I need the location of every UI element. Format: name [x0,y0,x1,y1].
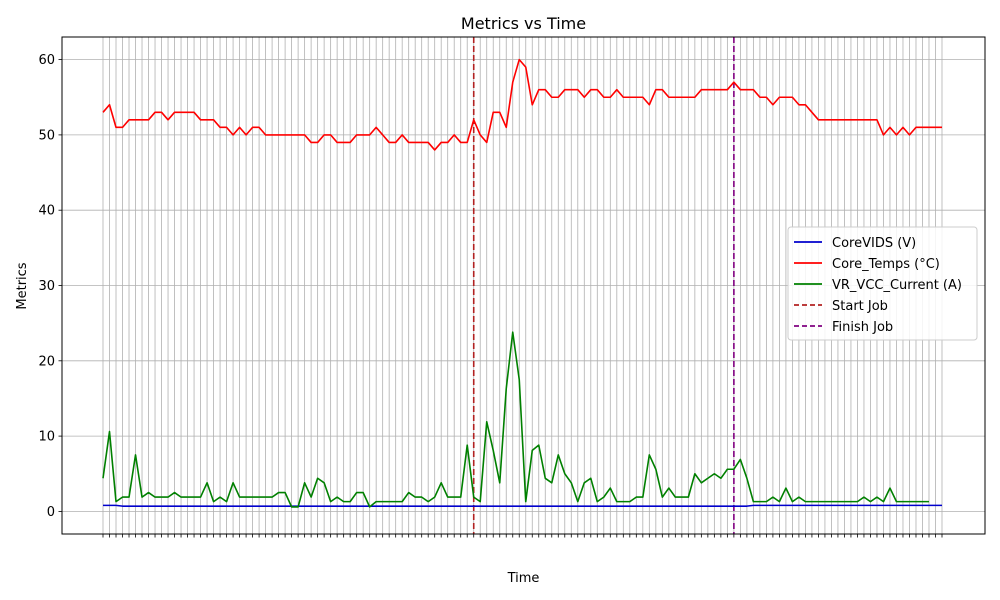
legend-label-start-job: Start Job [832,299,888,314]
x-axis-label: Time [507,571,540,586]
series-line-0 [103,504,942,507]
y-tick-label: 50 [38,128,55,143]
series-lines [102,58,942,508]
series-line-1 [102,58,942,151]
y-tick-label: 0 [47,505,55,520]
legend-label-vr-vcc-current: VR_VCC_Current (A) [832,278,962,293]
y-ticks: 0 10 20 30 40 50 60 [38,53,62,520]
legend-label-finish-job: Finish Job [832,320,893,335]
y-axis-label: Metrics [15,262,30,309]
legend-label-corevids: CoreVIDS (V) [832,236,916,251]
y-tick-label: 30 [38,279,55,294]
y-tick-label: 60 [38,53,55,68]
chart-title: Metrics vs Time [461,14,586,33]
series-line-2 [102,331,929,508]
legend-label-core-temps: Core_Temps (°C) [832,257,940,272]
legend: CoreVIDS (V) Core_Temps (°C) VR_VCC_Curr… [787,226,978,341]
y-tick-label: 10 [38,430,55,445]
horizontal-grid [62,59,985,512]
legend-box [787,226,978,341]
y-tick-label: 20 [38,354,55,369]
x-ticks [102,534,943,538]
y-tick-label: 40 [38,204,55,219]
